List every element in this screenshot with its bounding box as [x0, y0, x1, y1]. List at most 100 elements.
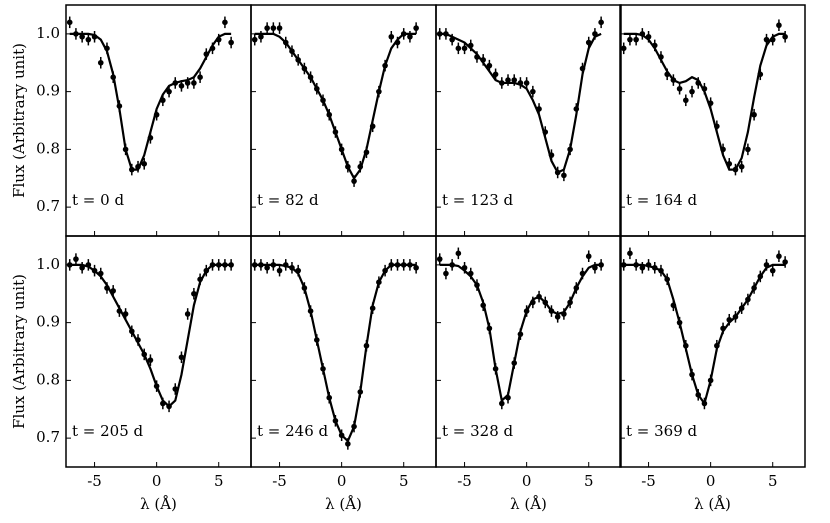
data-point	[474, 282, 480, 288]
data-point	[122, 311, 129, 317]
data-point	[585, 39, 592, 46]
data-point	[707, 100, 714, 106]
data-point	[178, 354, 185, 361]
x-tick-label: -5	[87, 472, 102, 490]
data-point	[585, 253, 592, 260]
data-point	[664, 276, 670, 283]
data-point	[135, 337, 141, 343]
data-point	[449, 262, 455, 268]
data-point	[135, 163, 141, 170]
data-point	[400, 31, 407, 37]
data-point	[91, 33, 98, 40]
data-point	[203, 51, 210, 57]
x-tick-label: 0	[152, 472, 162, 490]
data-point	[561, 172, 567, 179]
data-point	[763, 262, 770, 268]
data-point	[757, 273, 764, 280]
data-point	[554, 169, 561, 176]
data-point	[209, 262, 216, 268]
data-point	[351, 178, 357, 184]
data-point	[486, 325, 493, 332]
y-tick-label: 0.7	[36, 428, 60, 446]
data-point	[664, 71, 670, 78]
data-point	[407, 262, 413, 268]
model-line	[254, 263, 417, 443]
data-point	[251, 262, 258, 268]
data-point	[467, 42, 474, 49]
data-point	[573, 285, 580, 291]
data-point	[166, 403, 172, 410]
data-point	[548, 152, 555, 158]
data-point	[160, 97, 166, 104]
data-point	[376, 88, 382, 95]
data-point	[141, 351, 148, 358]
data-point	[307, 74, 314, 80]
y-tick-label: 1.0	[36, 24, 60, 42]
data-point	[209, 45, 216, 52]
data-point	[172, 386, 179, 392]
data-point	[701, 400, 708, 407]
data-point	[363, 149, 370, 156]
data-point	[289, 48, 295, 54]
data-point	[449, 36, 455, 43]
x-tick-label: -5	[457, 472, 472, 490]
data-point	[85, 36, 92, 43]
data-point	[455, 250, 462, 257]
data-point	[295, 267, 301, 274]
data-point	[295, 57, 301, 63]
data-point	[511, 360, 518, 366]
x-axis-label: λ (Å)	[694, 495, 731, 513]
data-point	[228, 262, 234, 268]
x-tick-label: -5	[272, 472, 287, 490]
data-point	[289, 264, 295, 271]
data-point	[573, 106, 580, 112]
data-point	[536, 293, 542, 300]
x-tick-label: 0	[337, 472, 347, 490]
data-point	[542, 299, 549, 306]
data-point	[66, 262, 73, 268]
data-point	[215, 262, 222, 268]
data-point	[73, 256, 79, 262]
data-point	[542, 129, 549, 135]
data-point	[443, 31, 449, 37]
y-tick-label: 0.7	[36, 197, 60, 215]
data-point	[320, 366, 326, 372]
data-point	[751, 111, 757, 118]
data-point	[314, 85, 320, 92]
data-point	[85, 262, 92, 268]
data-point	[695, 80, 702, 86]
annotation: t = 164 d	[626, 191, 698, 209]
data-point	[191, 290, 197, 297]
data-point	[579, 270, 586, 277]
data-point	[707, 377, 714, 384]
data-point	[282, 262, 289, 268]
annotation: t = 82 d	[257, 191, 319, 209]
data-point	[258, 262, 264, 268]
x-tick-label: 5	[214, 472, 224, 490]
y-tick-label: 0.8	[36, 370, 60, 388]
data-point	[104, 285, 110, 291]
data-point	[683, 97, 689, 104]
annotation: t = 246 d	[257, 422, 329, 440]
data-point	[511, 77, 518, 83]
data-point	[714, 123, 720, 130]
data-point	[627, 250, 633, 257]
x-tick-label: 5	[584, 472, 594, 490]
model-line	[69, 263, 232, 408]
data-point	[745, 146, 751, 153]
data-point	[314, 337, 320, 343]
data-point	[651, 264, 658, 271]
data-point	[651, 42, 658, 49]
data-point	[627, 36, 633, 43]
data-point	[251, 36, 258, 43]
data-point	[455, 45, 462, 52]
data-point	[301, 65, 308, 72]
data-point	[172, 80, 179, 86]
data-point	[436, 31, 443, 37]
data-point	[738, 305, 745, 311]
data-point	[658, 54, 664, 60]
data-point	[561, 311, 567, 317]
data-point	[282, 39, 289, 46]
data-point	[166, 88, 172, 95]
